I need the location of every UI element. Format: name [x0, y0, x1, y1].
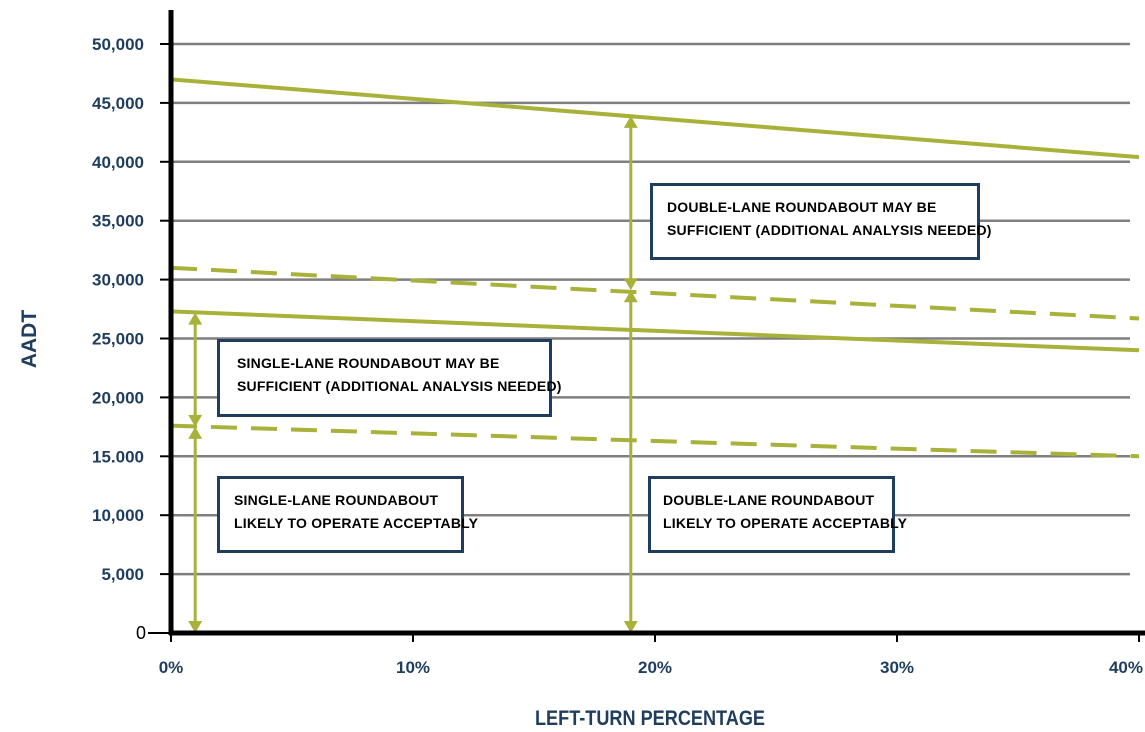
arrow-head-down [623, 621, 638, 633]
y-tick-labels: 0 5,000 10,000 15.000 20,000 25,000 30,000 35,0… [92, 35, 146, 643]
range-arrow [188, 312, 203, 427]
arrow-head-up [623, 290, 638, 303]
arrow-head-up [188, 312, 203, 325]
y-tick-label: 40,000 [92, 153, 144, 172]
y-tick-label: 35,000 [92, 212, 144, 231]
x-axis-title: LEFT-TURN PERCENTAGE [535, 707, 765, 730]
range-arrow [188, 426, 203, 633]
threshold-lines [170, 77, 1140, 459]
dashed-threshold-line [170, 423, 1140, 459]
x-tick-label: 0% [159, 658, 184, 677]
y-tick-label: 20,000 [92, 388, 144, 407]
y-tick-label: 50,000 [92, 35, 144, 54]
annotation-line: DOUBLE-LANE ROUNDABOUT MAY BE [667, 199, 937, 215]
range-arrows [188, 115, 638, 633]
axes [168, 10, 1145, 636]
y-tick-label: 5,000 [101, 565, 144, 584]
arrow-head-up [623, 115, 638, 128]
y-tick-label: 30,000 [92, 271, 144, 290]
arrow-head-down [188, 414, 203, 427]
annotation-double-lane-sufficient: DOUBLE-LANE ROUNDABOUT MAY BE SUFFICIENT… [650, 183, 992, 260]
y-tick-label: 15.000 [92, 447, 144, 466]
x-tick-label: 10% [396, 658, 430, 677]
range-arrow [623, 290, 638, 633]
solid-threshold-line [170, 77, 1140, 160]
x-tick-label: 40% [1109, 658, 1143, 677]
arrow-head-down [623, 278, 638, 291]
annotation-line: DOUBLE-LANE ROUNDABOUT [663, 492, 875, 508]
annotation-line: LIKELY TO OPERATE ACCEPTABLY [663, 515, 908, 531]
y-tick-label: 45,000 [92, 94, 144, 113]
y-tick-label: 10,000 [92, 506, 144, 525]
x-tick-labels: 0% 10% 20% 30% 40% [159, 658, 1143, 677]
annotation-line: SINGLE-LANE ROUNDABOUT [234, 492, 439, 508]
annotation-line: SUFFICIENT (ADDITIONAL ANALYSIS NEEDED) [667, 222, 992, 238]
solid-threshold-line [170, 309, 1140, 353]
annotation-single-lane-acceptable: SINGLE-LANE ROUNDABOUT LIKELY TO OPERATE… [217, 476, 479, 553]
arrow-head-up [188, 426, 203, 439]
x-tick-label: 20% [638, 658, 672, 677]
dashed-threshold-line [170, 265, 1140, 321]
annotation-double-lane-acceptable: DOUBLE-LANE ROUNDABOUT LIKELY TO OPERATE… [648, 476, 908, 553]
annotation-line: SINGLE-LANE ROUNDABOUT MAY BE [237, 355, 500, 371]
y-axis-title: AADT [18, 310, 41, 368]
range-arrow [623, 115, 638, 291]
annotation-line: SUFFICIENT (ADDITIONAL ANALYSIS NEEDED) [237, 378, 562, 394]
x-tick-label: 30% [880, 658, 914, 677]
y-tick-label: 0 [136, 623, 146, 643]
arrow-head-down [188, 621, 203, 633]
annotation-single-lane-sufficient: SINGLE-LANE ROUNDABOUT MAY BE SUFFICIENT… [217, 339, 562, 417]
annotation-line: LIKELY TO OPERATE ACCEPTABLY [234, 515, 479, 531]
y-tick-label: 25,000 [92, 330, 144, 349]
